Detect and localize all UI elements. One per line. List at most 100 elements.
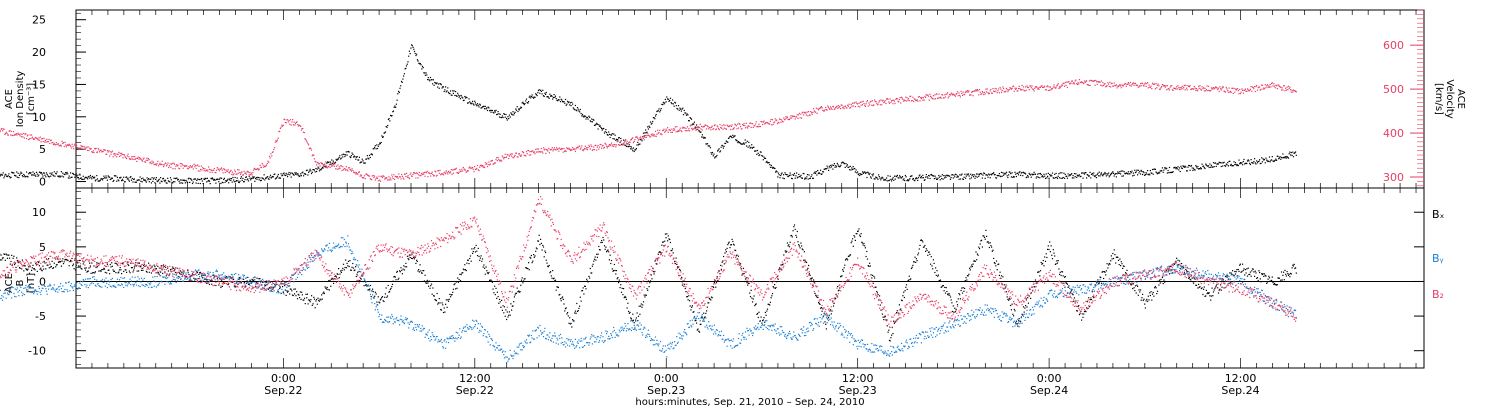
data-point	[161, 181, 163, 183]
data-point	[541, 93, 543, 95]
data-point	[507, 316, 509, 318]
data-point	[191, 280, 193, 282]
data-point	[523, 154, 525, 156]
data-point	[1044, 89, 1047, 91]
data-point	[433, 175, 435, 177]
data-point	[1203, 165, 1205, 167]
data-point	[938, 93, 940, 95]
data-point	[941, 174, 943, 176]
data-point	[250, 280, 252, 282]
data-point	[983, 172, 985, 174]
data-point	[1103, 173, 1105, 175]
data-point	[361, 177, 363, 179]
data-point	[1140, 85, 1142, 87]
data-point	[216, 178, 218, 180]
data-point	[815, 111, 817, 113]
data-point	[719, 150, 722, 152]
data-point	[256, 168, 258, 170]
data-point	[313, 296, 315, 298]
data-point	[40, 172, 42, 174]
data-point	[417, 60, 419, 62]
data-point	[119, 177, 121, 179]
data-point	[84, 267, 86, 269]
data-point	[1092, 174, 1094, 176]
data-point	[946, 174, 948, 176]
data-point	[1022, 89, 1024, 91]
data-point	[372, 291, 374, 293]
data-point	[841, 161, 843, 163]
data-point	[753, 146, 755, 148]
data-point	[8, 130, 10, 132]
data-point	[511, 153, 513, 155]
data-point	[1174, 166, 1176, 168]
data-point	[584, 145, 586, 147]
data-point	[413, 258, 415, 260]
data-point	[538, 151, 540, 153]
data-point	[55, 264, 57, 266]
data-point	[535, 151, 537, 153]
data-point	[793, 174, 795, 176]
data-point	[306, 297, 308, 299]
data-point	[442, 86, 444, 88]
data-point	[459, 95, 461, 97]
data-point	[243, 181, 245, 183]
data-point	[590, 121, 592, 123]
data-point	[801, 177, 803, 179]
data-point	[551, 277, 553, 279]
data-point	[1213, 166, 1215, 168]
data-point	[392, 178, 394, 180]
data-point	[424, 72, 426, 74]
data-point	[488, 107, 490, 109]
data-point	[350, 157, 352, 159]
data-point	[628, 141, 630, 143]
data-point	[1035, 86, 1037, 88]
data-point	[44, 141, 46, 143]
data-point	[15, 134, 17, 136]
data-point	[242, 177, 244, 179]
data-point	[6, 132, 8, 134]
data-point	[674, 101, 676, 103]
data-point	[434, 170, 436, 172]
data-point	[393, 174, 395, 176]
data-point	[657, 110, 659, 112]
data-point	[456, 95, 458, 97]
data-point	[978, 174, 980, 176]
data-point	[1051, 88, 1054, 90]
data-point	[530, 96, 532, 98]
data-point	[254, 168, 256, 170]
data-point	[1043, 86, 1045, 88]
data-point	[137, 262, 139, 264]
data-point	[328, 163, 330, 166]
data-point	[350, 269, 352, 271]
data-point	[262, 281, 264, 283]
data-point	[24, 176, 26, 178]
data-point	[982, 174, 984, 176]
data-point	[173, 270, 175, 272]
data-point	[796, 172, 798, 174]
data-point	[60, 171, 62, 173]
data-point	[1057, 175, 1059, 177]
data-point	[750, 146, 752, 149]
data-point	[111, 177, 113, 179]
data-point	[497, 157, 499, 159]
data-point	[410, 172, 412, 174]
data-point	[1177, 166, 1179, 168]
data-point	[383, 175, 385, 177]
data-point	[787, 176, 789, 178]
data-point	[1239, 88, 1241, 91]
data-point	[952, 94, 954, 96]
data-point	[492, 163, 494, 165]
data-point	[954, 173, 956, 175]
data-point	[1124, 83, 1126, 85]
data-point	[113, 179, 115, 182]
data-point	[22, 136, 24, 138]
data-point	[365, 284, 367, 286]
data-point	[965, 177, 967, 179]
data-point	[500, 306, 502, 308]
data-point	[440, 84, 442, 86]
data-point	[561, 147, 563, 150]
data-point	[652, 135, 654, 137]
data-point	[116, 180, 118, 182]
data-point	[1293, 152, 1295, 154]
data-point	[800, 113, 802, 115]
